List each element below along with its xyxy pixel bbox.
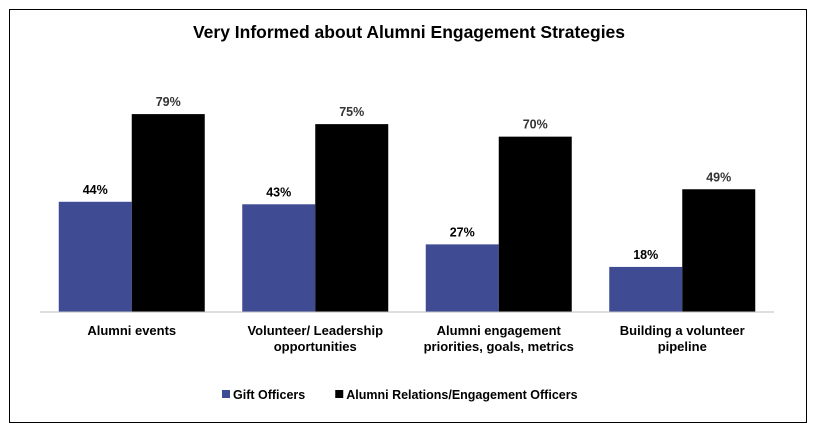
legend-swatch-0 [222,390,230,398]
bar-series-0-cat-3 [609,266,683,312]
data-label-series-0-cat-1: 43% [266,185,291,199]
bar-series-1-cat-2 [498,136,572,312]
category-label-0: Alumni events [87,323,176,338]
bar-series-0-cat-1 [242,204,316,312]
data-label-series-1-cat-2: 70% [523,118,548,132]
legend-swatch-1 [335,390,344,398]
bar-series-0-cat-0 [58,201,132,312]
legend-label-0: Gift Officers [233,388,305,402]
data-label-series-1-cat-1: 75% [339,105,364,119]
category-label-2: Alumni engagement priorities, goals, metr… [424,323,574,354]
legend: Gift Officers Alumni Relations/Engagement… [222,388,578,402]
bar-series-1-cat-3 [682,189,756,312]
data-label-series-0-cat-0: 44% [83,183,108,197]
data-label-series-0-cat-2: 27% [450,225,475,239]
chart-title: Very Informed about Alumni Engagement St… [193,22,625,42]
legend-label-1: Alumni Relations/Engagement Officers [346,388,577,402]
bars-group [58,114,756,312]
data-label-series-1-cat-3: 49% [706,170,731,184]
category-labels-group: Alumni events Volunteer/ Leadership opport… [87,323,744,354]
bar-series-1-cat-1 [315,124,389,312]
data-label-series-0-cat-3: 18% [633,248,658,262]
data-labels-group: 44% 79% 43% 75% 27% 70% 18% 49% [83,95,732,262]
category-label-1: Volunteer/ Leadership opportunities [247,323,383,354]
bar-series-0-cat-2 [425,244,499,312]
category-label-3: Building a volunteer pipeline [620,323,745,354]
bar-series-1-cat-0 [131,114,205,312]
data-label-series-1-cat-0: 79% [156,95,181,109]
